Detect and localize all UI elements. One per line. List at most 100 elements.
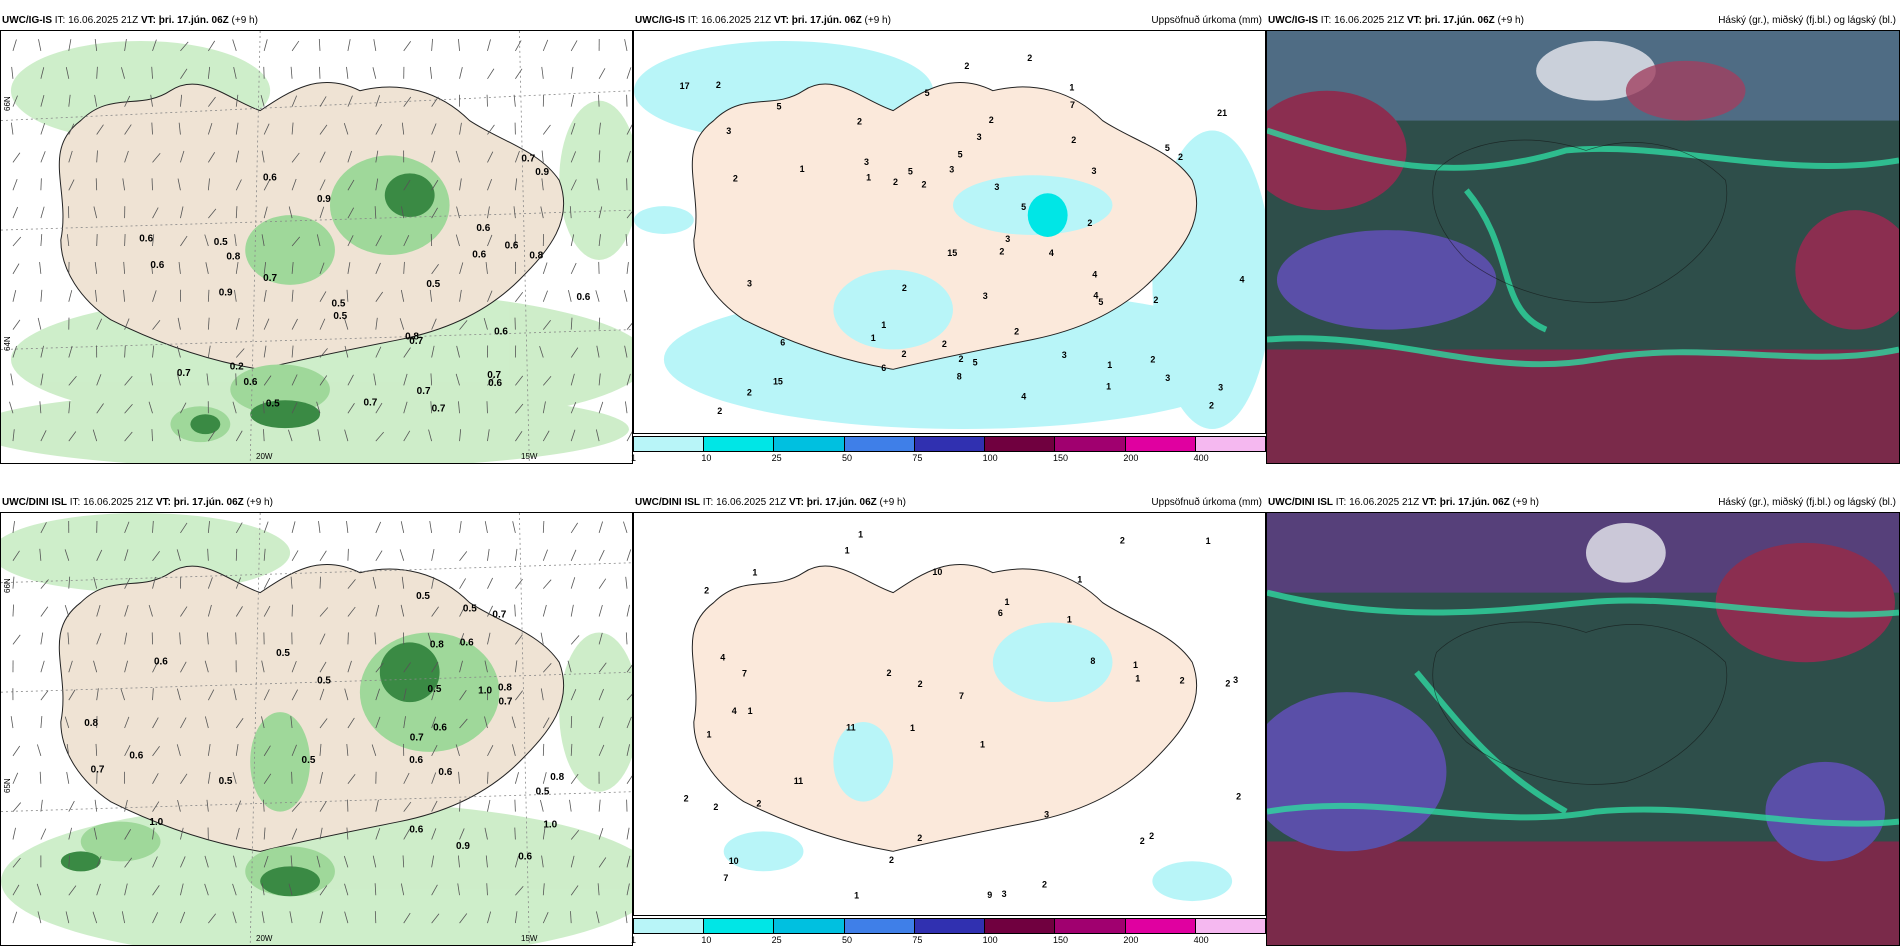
colorbar-swatch — [1195, 919, 1265, 933]
value-label: 0.7 — [263, 273, 277, 284]
wind-barb — [235, 577, 242, 589]
value-label: 0.7 — [91, 765, 105, 776]
wind-barb — [568, 290, 572, 302]
wind-barb — [400, 604, 405, 617]
lon-label-15w: 15W — [521, 452, 538, 461]
wind-barb — [152, 152, 161, 163]
wind-barb — [123, 261, 126, 274]
wind-barb — [402, 855, 405, 868]
value-label: 6 — [998, 608, 1003, 618]
valid-time: VT: þri. 17.jún. 06Z — [771, 15, 862, 26]
wind-barb — [235, 122, 239, 135]
wind-barb — [12, 290, 17, 302]
wind-barb — [291, 345, 294, 358]
wind-map[interactable]: 0.7 0.6 0.2 0.5 0.6 0.7 0.6 0.7 0.5 0.6 0.7 0.6 0.5 0… — [0, 30, 633, 464]
wind-barb — [235, 632, 237, 645]
wind-barb — [375, 317, 378, 330]
value-label: 0.6 — [244, 377, 258, 388]
wind-barb — [180, 606, 188, 617]
wind-barb — [208, 913, 217, 924]
wind-barb — [40, 95, 45, 107]
wind-barb — [542, 663, 552, 673]
wind-barb — [152, 688, 154, 701]
value-label: 1 — [866, 173, 871, 183]
value-label: 0.9 — [535, 167, 549, 178]
value-label: 5 — [776, 102, 781, 112]
value-label: 1.0 — [543, 819, 557, 830]
wind-map[interactable]: 0.6 0.8 1.0 0.5 0.6 0.6 0.8 0.5 1.0 0.9 0.6 0.7 0.7 0… — [0, 512, 633, 946]
value-label: 0.7 — [432, 404, 446, 415]
wind-barb — [235, 317, 240, 330]
precip-map[interactable]: 1 1 2 1 1 1 2 1 1 6 7 7 1 11 9 3 2 2 8 11 7 4 3 2 2 4 2 1 2 2 2 1 2 2 3 2 1 2… — [633, 512, 1266, 916]
colorbar-swatch — [1125, 919, 1196, 933]
wind-barb — [176, 688, 181, 701]
wind-barb — [180, 773, 188, 784]
wind-barb — [204, 660, 209, 673]
value-label: 1 — [748, 706, 753, 716]
wind-barb — [93, 827, 98, 840]
wind-barb — [431, 150, 436, 163]
wind-barb — [208, 208, 217, 219]
wind-barb — [207, 345, 211, 358]
wind-barb — [152, 520, 154, 533]
wind-barb — [121, 67, 125, 79]
init-time: IT: 16.06.2025 21Z — [52, 15, 139, 26]
wind-barb — [486, 883, 488, 896]
wind-barb — [431, 207, 438, 219]
wind-barb — [344, 318, 349, 330]
valid-time: VT: þri. 17.jún. 06Z — [786, 497, 877, 508]
value-label: 2 — [733, 173, 738, 183]
wind-barb — [511, 716, 516, 729]
wind-barb — [399, 318, 405, 330]
wind-barb — [484, 827, 488, 840]
wind-barb — [375, 662, 384, 673]
wind-barb — [514, 660, 518, 673]
wind-barb — [596, 178, 600, 191]
colorbar-swatch — [844, 919, 915, 933]
wind-barb — [459, 799, 461, 812]
wind-barb — [598, 122, 601, 135]
wind-barb — [570, 402, 577, 414]
wind-barb — [431, 96, 439, 107]
wind-barb — [317, 429, 321, 442]
wind-barb — [347, 150, 352, 163]
lead-time: (+9 h) — [876, 497, 906, 508]
wind-barb — [96, 66, 98, 79]
wind-barb — [626, 431, 632, 442]
cloud-map[interactable] — [1266, 512, 1900, 946]
cloud-map[interactable] — [1266, 30, 1900, 464]
wind-barb — [40, 206, 45, 219]
wind-barb — [626, 549, 632, 561]
wind-barb — [431, 828, 437, 840]
wind-barb — [207, 689, 215, 701]
value-label: 1.0 — [149, 817, 163, 828]
wind-barb — [541, 150, 544, 163]
wind-barb — [207, 123, 213, 135]
wind-barb — [459, 178, 462, 191]
wind-barb — [626, 211, 632, 219]
colorbar-labels: 1 10 25 50 75 100 150 200 400 — [631, 935, 1266, 946]
wind-barb — [39, 261, 42, 274]
value-label: 0.6 — [576, 292, 590, 303]
wind-barb — [319, 550, 327, 561]
value-label: 1 — [1133, 660, 1138, 670]
wind-barb — [542, 376, 552, 386]
wind-barb — [318, 521, 321, 533]
wind-barb — [431, 345, 435, 358]
wind-barb — [455, 373, 460, 386]
value-label: 3 — [994, 182, 999, 192]
wind-barb — [375, 828, 381, 840]
wind-barb — [152, 885, 160, 896]
wind-barb — [68, 123, 75, 135]
wind-barb — [375, 521, 382, 534]
wind-barb — [595, 429, 600, 442]
wind-barb — [12, 178, 18, 191]
precip-map[interactable]: 2 2 3 3 5 2 2 1 1 1 2 1 2 2 3 3 4 3 15 21 17 15 8 4 5 7 5 3 2 2 3 2 2 2 2 4… — [633, 30, 1266, 434]
wind-barb — [403, 41, 412, 52]
value-label: 0.7 — [363, 397, 377, 408]
wind-barb — [152, 576, 156, 589]
wind-barb — [68, 855, 70, 868]
value-label: 1 — [881, 320, 886, 330]
wind-barb — [457, 883, 460, 896]
colorbar-swatch — [1125, 437, 1196, 451]
